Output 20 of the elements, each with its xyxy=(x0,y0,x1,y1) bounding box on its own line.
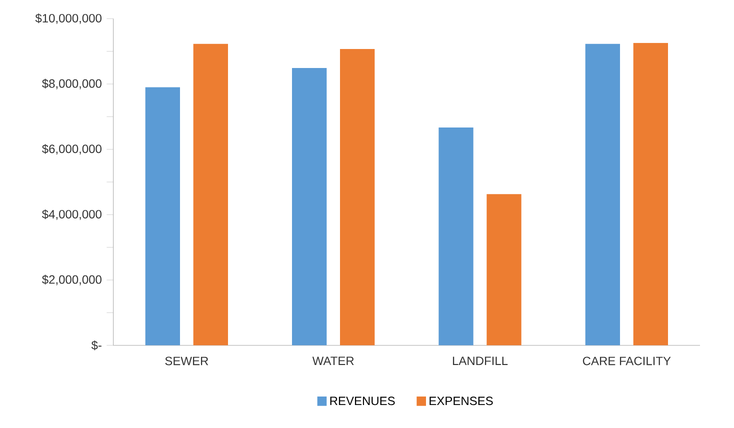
legend-label: REVENUES xyxy=(330,396,395,406)
bar xyxy=(486,194,522,346)
y-tick-label: $8,000,000 xyxy=(42,78,102,90)
bar xyxy=(145,87,180,346)
bar xyxy=(633,42,668,346)
x-tick-label: WATER xyxy=(312,356,354,365)
legend-label: EXPENSES xyxy=(430,396,493,406)
bar xyxy=(340,49,375,346)
x-tick-label: SEWER xyxy=(165,356,208,366)
bar xyxy=(438,127,474,346)
y-tick-label: $- xyxy=(91,340,102,350)
bar xyxy=(193,44,228,346)
x-tick-label: CARE FACILITY xyxy=(582,356,671,366)
x-tick-label: LANDFILL xyxy=(452,356,508,365)
bar xyxy=(585,44,620,346)
y-tick-label: $4,000,000 xyxy=(42,209,102,220)
y-tick-label: $10,000,000 xyxy=(35,13,102,24)
bar xyxy=(292,68,327,346)
y-tick-label: $2,000,000 xyxy=(42,274,102,286)
y-tick-label: $6,000,000 xyxy=(42,144,102,155)
